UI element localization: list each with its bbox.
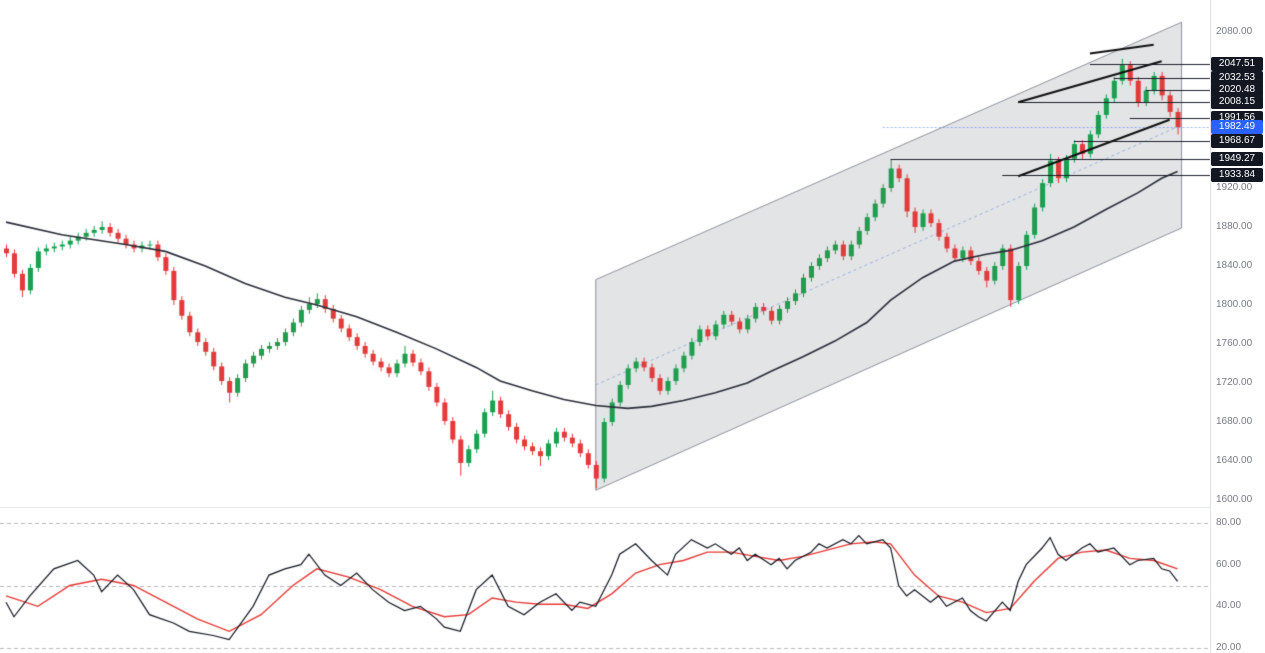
price-level-badge[interactable]: 2008.15 xyxy=(1211,95,1263,110)
indicator-axis-tick-label: 20.00 xyxy=(1216,642,1242,653)
current-price-badge[interactable]: 1982.49 xyxy=(1211,120,1263,135)
indicator-axis-tick-label: 80.00 xyxy=(1216,517,1242,528)
indicator-axis-tick-label: 40.00 xyxy=(1216,600,1242,612)
y-axis-tick-label: 1920.00 xyxy=(1216,182,1253,193)
y-axis-tick-label: 1760.00 xyxy=(1216,338,1253,349)
price-axis[interactable]: 2080.00 1920.00 1880.00 1840.00 1800.00 1760.… xyxy=(1210,0,1265,507)
pane-resize-handle[interactable] xyxy=(0,507,1210,508)
axis-separator xyxy=(1210,0,1211,653)
indicator-axis-tick-label: 60.00 xyxy=(1216,558,1242,570)
price-level-badge[interactable]: 2032.53 xyxy=(1211,71,1263,86)
y-axis-tick-label: 1880.00 xyxy=(1216,221,1253,232)
price-level-badge[interactable]: 2047.51 xyxy=(1211,56,1263,71)
y-axis-tick-label: 1720.00 xyxy=(1216,377,1253,388)
y-axis-tick-label: 1840.00 xyxy=(1216,260,1253,271)
price-level-badge[interactable]: 1968.67 xyxy=(1211,133,1263,148)
price-level-badge[interactable]: 1949.27 xyxy=(1211,152,1263,167)
y-axis-tick-label: 1680.00 xyxy=(1216,416,1253,427)
price-level-badge[interactable]: 1933.84 xyxy=(1211,167,1263,182)
y-axis-tick-label: 2080.00 xyxy=(1216,26,1253,37)
y-axis-tick-label: 1640.00 xyxy=(1216,455,1253,466)
indicator-axis[interactable]: 80.00 60.00 40.00 20.00 xyxy=(1210,507,1265,653)
y-axis-tick-label: 1800.00 xyxy=(1216,299,1253,310)
price-level-badge[interactable]: 2020.48 xyxy=(1211,83,1263,98)
y-axis-tick-label: 1600.00 xyxy=(1216,494,1253,505)
